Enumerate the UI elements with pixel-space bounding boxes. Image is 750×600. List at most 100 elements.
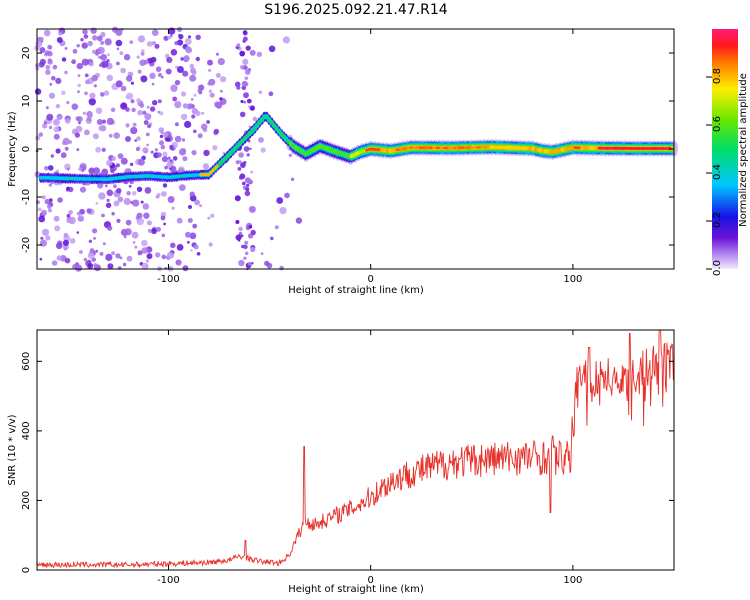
noise-speck	[192, 223, 198, 229]
noise-speck	[260, 252, 264, 255]
ridge-mark	[235, 144, 240, 148]
snr-xlabel: Height of straight line (km)	[288, 584, 424, 595]
noise-speck	[129, 40, 134, 44]
noise-speck	[244, 190, 251, 197]
noise-speck	[77, 74, 81, 77]
noise-speck	[187, 218, 193, 223]
noise-speck	[187, 103, 194, 110]
noise-speck	[106, 117, 114, 125]
noise-speck	[76, 148, 80, 152]
noise-speck	[150, 150, 154, 154]
noise-speck	[146, 105, 150, 109]
noise-speck	[89, 248, 95, 253]
noise-speck	[167, 196, 175, 203]
noise-speck	[131, 231, 139, 239]
ridge-mark	[250, 129, 255, 133]
noise-speck	[53, 126, 60, 133]
colorbar-tick-label: 0.2	[712, 212, 723, 228]
noise-speck	[123, 197, 131, 206]
noise-speck	[137, 158, 145, 166]
noise-speck	[165, 68, 172, 75]
noise-speck	[136, 146, 141, 151]
noise-speck	[234, 195, 241, 202]
noise-speck	[163, 222, 167, 226]
noise-speck	[146, 253, 153, 260]
noise-speck	[170, 84, 178, 92]
noise-speck	[93, 263, 98, 268]
noise-speck	[155, 66, 162, 72]
noise-speck	[125, 123, 130, 128]
noise-speck	[149, 72, 156, 80]
noise-speck	[176, 244, 184, 251]
noise-speck	[136, 186, 143, 192]
ridge-mark	[245, 134, 250, 138]
noise-speck	[131, 191, 137, 196]
snr-axes: -100 0 100 0 200 400 600	[21, 330, 674, 586]
noise-speck	[209, 92, 215, 98]
ridge-mark	[223, 156, 228, 160]
noise-speck	[159, 111, 164, 116]
noise-speck	[115, 163, 120, 168]
noise-speck	[57, 197, 63, 203]
noise-speck	[146, 41, 153, 47]
noise-speck	[47, 59, 53, 65]
noise-speck	[244, 177, 251, 184]
noise-speck	[256, 51, 263, 57]
ridge-mark	[247, 131, 252, 136]
noise-speck	[46, 113, 54, 121]
noise-speck	[93, 237, 96, 240]
noise-speck	[65, 118, 71, 124]
noise-speck	[58, 31, 63, 36]
noise-speck	[243, 256, 247, 260]
noise-speck	[247, 68, 252, 72]
ridge-core	[207, 172, 211, 176]
noise-speck	[106, 198, 110, 202]
noise-speck	[66, 217, 72, 223]
noise-speck	[95, 249, 99, 253]
noise-speck	[237, 167, 242, 171]
noise-speck	[217, 58, 225, 66]
ridge-mark	[240, 139, 245, 143]
noise-speck	[200, 123, 208, 131]
noise-speck	[197, 88, 203, 94]
noise-speck	[61, 90, 66, 96]
noise-speck	[161, 254, 167, 260]
noise-speck	[279, 265, 284, 271]
noise-speck	[92, 228, 98, 234]
noise-speck	[86, 116, 92, 122]
ridge-core	[524, 146, 529, 150]
noise-speck	[111, 251, 116, 256]
ridge-mark	[252, 126, 257, 131]
noise-speck	[84, 129, 90, 136]
noise-speck	[191, 70, 197, 76]
noise-speck	[130, 162, 134, 166]
noise-speck	[62, 137, 70, 145]
noise-speck	[220, 76, 227, 83]
noise-speck	[243, 146, 250, 152]
noise-speck	[122, 262, 127, 267]
noise-speck	[176, 39, 184, 46]
noise-speck	[144, 187, 152, 194]
colorbar: 0.0 0.2 0.4 0.6 0.8 Normalized spectral ampl…	[706, 29, 749, 276]
noise-speck	[157, 99, 162, 104]
y-tick-label: 10	[21, 95, 32, 108]
noise-speck	[37, 207, 42, 212]
noise-speck	[130, 81, 134, 85]
noise-speck	[235, 220, 240, 224]
noise-speck	[160, 144, 166, 150]
noise-speck	[140, 75, 148, 83]
noise-speck	[42, 123, 48, 129]
noise-speck	[174, 135, 182, 143]
noise-speck	[159, 140, 164, 146]
noise-speck	[126, 191, 131, 196]
noise-speck	[64, 257, 71, 264]
noise-speck	[250, 246, 256, 253]
noise-speck	[95, 107, 103, 114]
noise-speck	[98, 125, 105, 131]
noise-speck	[50, 154, 54, 158]
noise-speck	[125, 219, 132, 226]
noise-speck	[41, 209, 47, 216]
noise-speck	[64, 146, 69, 151]
noise-speck	[105, 202, 112, 208]
snr-frame	[36, 329, 675, 571]
